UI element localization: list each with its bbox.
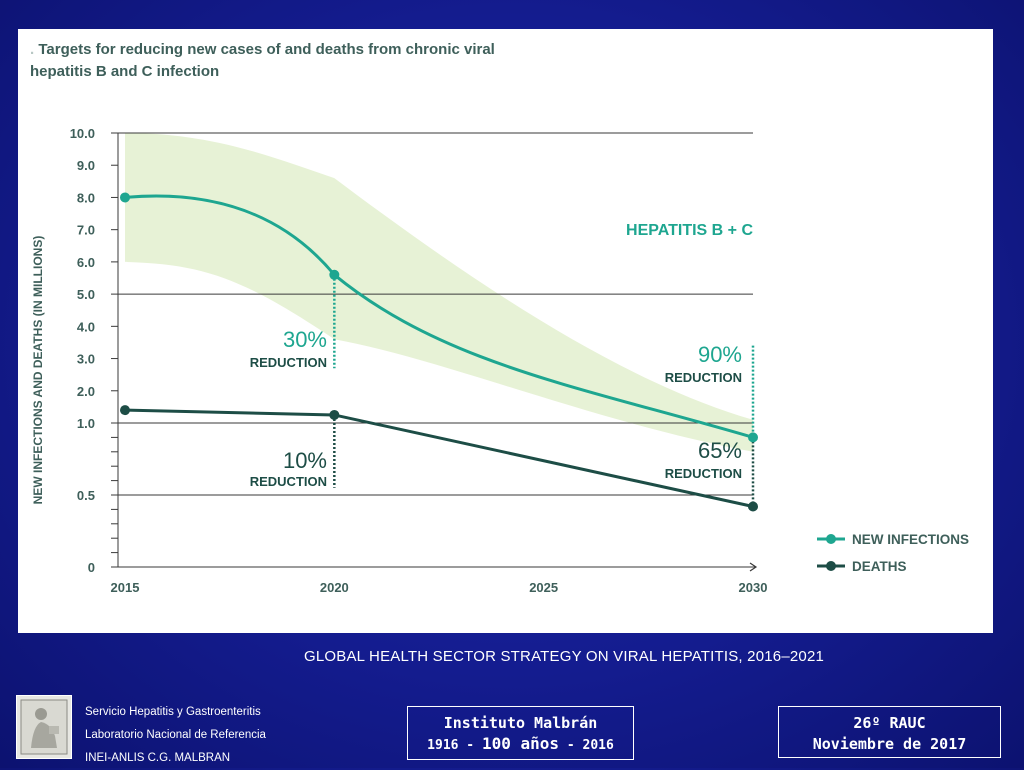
rauc-date: Noviembre de 2017 <box>812 735 967 753</box>
malbran-years: 1916 - 100 años - 2016 <box>408 733 633 757</box>
malbran-title: Instituto Malbrán <box>443 714 598 732</box>
legend-swatch-dot <box>826 534 836 544</box>
reduction-text-label: REDUCTION <box>250 355 327 370</box>
reduction-text-label: REDUCTION <box>250 474 327 489</box>
y-tick-label: 8.0 <box>77 190 95 205</box>
legend-swatch-dot <box>826 561 836 571</box>
source-caption: GLOBAL HEALTH SECTOR STRATEGY ON VIRAL H… <box>304 648 825 665</box>
y-tick-label: 0.5 <box>77 488 95 503</box>
y-tick-label: 4.0 <box>77 319 95 334</box>
x-tick-label: 2020 <box>320 580 349 595</box>
y-tick-label: 9.0 <box>77 158 95 173</box>
reduction-text-label: REDUCTION <box>665 466 742 481</box>
legend-label: NEW INFECTIONS <box>852 532 969 547</box>
data-point-deaths <box>120 405 130 416</box>
rauc-box: 26º RAUC Noviembre de 2017 <box>778 706 1001 758</box>
y-tick-label: 6.0 <box>77 255 95 270</box>
x-axis-arrow <box>749 562 758 572</box>
data-point-new-infections <box>120 192 130 203</box>
series-line-new-infections <box>124 194 754 439</box>
y-tick-label: 0 <box>88 560 95 575</box>
footer-institution-info: Servicio Hepatitis y Gastroenteritis Lab… <box>85 701 266 770</box>
malbran-years-mid: 100 años <box>481 734 560 753</box>
series-label-hepatitis: HEPATITIS B + C <box>626 222 753 239</box>
chart-title-text: Targets for reducing new cases of and de… <box>30 41 495 80</box>
data-point-deaths <box>748 501 758 512</box>
data-point-new-infections <box>748 432 758 443</box>
chart-title-prefix: . <box>30 41 35 58</box>
data-point-new-infections <box>329 269 340 280</box>
malbran-years-end: - 2016 <box>566 738 614 753</box>
y-tick-label: 10.0 <box>70 126 95 141</box>
y-tick-label: 2.0 <box>77 384 95 399</box>
line-chart: 10.0 9.0 8.0 7.0 6.0 5.0 4.0 3.0 2.0 1.0 0.5 0 NEW I… <box>31 126 969 595</box>
y-tick-label: 7.0 <box>77 223 95 238</box>
x-tick-label: 2015 <box>111 580 140 595</box>
footer-info-line: INEI-ANLIS C.G. MALBRAN <box>85 752 231 764</box>
x-tick-label: 2025 <box>529 580 558 595</box>
reduction-percent-label: 90% <box>698 342 742 367</box>
reduction-percent-label: 65% <box>698 438 742 463</box>
uncertainty-band <box>125 133 753 452</box>
malbran-box: Instituto Malbrán 1916 - 100 años - 2016 <box>407 706 634 760</box>
x-tick-label: 2030 <box>739 580 768 595</box>
y-tick-label: 3.0 <box>77 352 95 367</box>
reduction-percent-label: 30% <box>283 327 327 352</box>
footer-info-line: Laboratorio Nacional de Referencia <box>85 729 266 741</box>
reduction-percent-label: 10% <box>283 448 327 473</box>
data-point-deaths <box>329 409 340 420</box>
chart-title: . Targets for reducing new cases of and … <box>30 39 550 83</box>
legend-label: DEATHS <box>852 559 907 574</box>
chart-figure: . Targets for reducing new cases of and … <box>18 29 993 633</box>
malbran-years-start: 1916 - <box>427 738 475 753</box>
y-tick-label: 5.0 <box>77 287 95 302</box>
y-axis-label: NEW INFECTIONS AND DEATHS (IN MILLIONS) <box>31 236 45 505</box>
y-tick-label: 1.0 <box>77 416 95 431</box>
institute-logo <box>16 695 72 759</box>
rauc-title: 26º RAUC <box>853 714 926 732</box>
reduction-text-label: REDUCTION <box>665 370 742 385</box>
footer-info-line: Servicio Hepatitis y Gastroenteritis <box>85 706 261 718</box>
